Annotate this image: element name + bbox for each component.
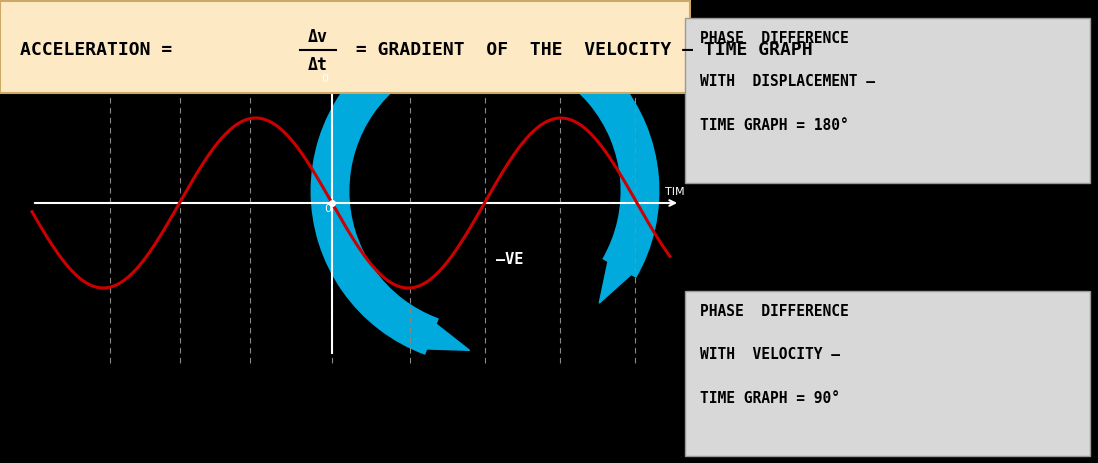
Text: PHASE  DIFFERENCE: PHASE DIFFERENCE: [701, 31, 849, 46]
FancyBboxPatch shape: [685, 19, 1090, 184]
Text: TIME GRAPH = 90°: TIME GRAPH = 90°: [701, 391, 840, 406]
Text: WITH  VELOCITY –: WITH VELOCITY –: [701, 347, 840, 362]
Text: = GRADIENT  OF  THE  VELOCITY – TIME GRAPH: = GRADIENT OF THE VELOCITY – TIME GRAPH: [345, 41, 813, 59]
FancyBboxPatch shape: [0, 2, 690, 94]
Text: TIME GRAPH = 180°: TIME GRAPH = 180°: [701, 118, 849, 133]
Text: PHASE  DIFFERENCE: PHASE DIFFERENCE: [701, 304, 849, 319]
Polygon shape: [412, 315, 470, 350]
Polygon shape: [600, 247, 642, 303]
Text: Δt: Δt: [309, 56, 328, 74]
Text: –VE: –VE: [496, 251, 524, 266]
FancyBboxPatch shape: [685, 291, 1090, 456]
Text: 0: 0: [322, 74, 328, 84]
Text: WITH  DISPLACEMENT –: WITH DISPLACEMENT –: [701, 75, 875, 89]
Text: TIM: TIM: [665, 187, 685, 197]
Text: ACCELERATION =: ACCELERATION =: [20, 41, 183, 59]
Text: 0: 0: [325, 204, 332, 213]
Text: Δv: Δv: [309, 28, 328, 46]
